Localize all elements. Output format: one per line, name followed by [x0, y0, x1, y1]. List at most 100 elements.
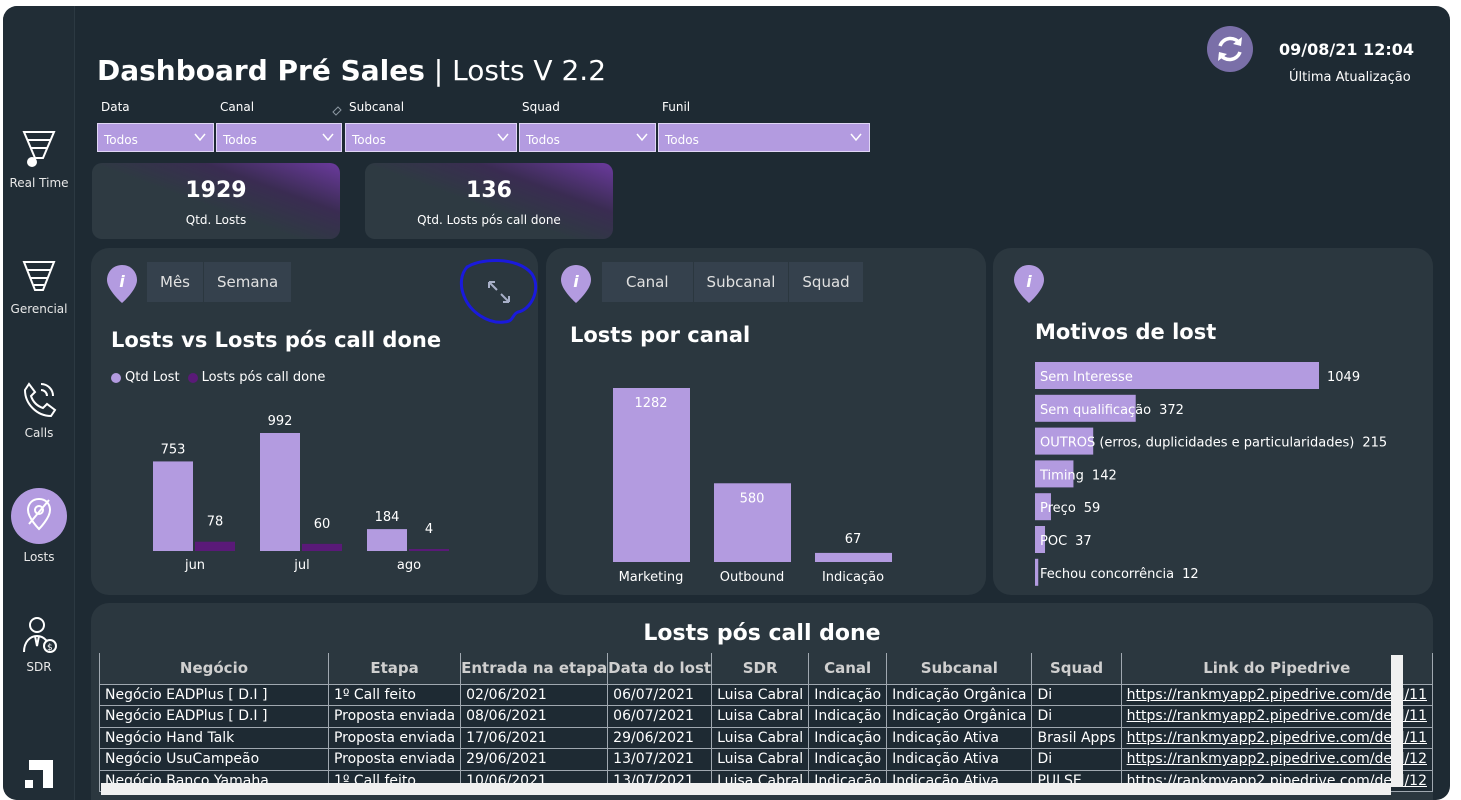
table-column-header[interactable]: Etapa [327, 653, 462, 685]
table-cell: Indicação Ativa [886, 748, 1033, 771]
tab-semana[interactable]: Semana [204, 262, 293, 302]
tick-label: jul [293, 558, 309, 573]
table-cell: Negócio EADPlus [ D.I ] [99, 705, 329, 728]
pipedrive-link[interactable]: https://rankmyapp2.pipedrive.com/deal/12 [1120, 748, 1434, 771]
kpi-value: 136 [466, 178, 512, 203]
vertical-scrollbar[interactable] [1391, 655, 1403, 787]
filter-data-dropdown[interactable]: Todos [97, 123, 214, 152]
filter-canal-dropdown[interactable]: Todos [216, 123, 342, 152]
sidebar-item-label: SDR [26, 660, 52, 674]
data-label: 78 [207, 515, 224, 530]
bar-motivo [1035, 362, 1319, 389]
table-column-header[interactable]: Data do lost [607, 653, 713, 685]
sdr-person-icon: $ [23, 617, 57, 653]
table-column-header[interactable]: Negócio [99, 653, 329, 685]
period-tabs: Mês Semana [147, 262, 293, 302]
table-cell: 06/07/2021 [607, 705, 713, 728]
data-label: 142 [1092, 468, 1117, 483]
panel-losts-table: Losts pós call done Negócio Etapa Entrada … [91, 603, 1434, 800]
panel-losts-por-canal: i Canal Subcanal Squad Losts por canal 1… [546, 248, 986, 595]
table-cell: Indicação Orgânica [886, 683, 1033, 706]
pipedrive-link[interactable]: https://rankmyapp2.pipedrive.com/deal/11 [1120, 683, 1434, 706]
kpi-label: Qtd. Losts [185, 213, 247, 227]
data-label: 12 [1182, 567, 1199, 582]
bar-after-call [195, 541, 235, 551]
tab-squad[interactable]: Squad [789, 262, 864, 302]
table-cell: Negócio UsuCampeão [99, 748, 329, 771]
table-row[interactable]: Negócio Hand Talk Proposta enviada 17/06/2… [99, 726, 1434, 749]
category-label: Timing [1039, 468, 1084, 483]
bar-motivo [1035, 460, 1074, 488]
table-cell: 1º Call feito [327, 683, 462, 706]
filter-funil-dropdown[interactable]: Todos [658, 123, 870, 152]
chevron-down-icon [636, 133, 648, 142]
category-label: Preço [1040, 501, 1076, 516]
data-label: 372 [1159, 403, 1184, 418]
filter-subcanal-dropdown[interactable]: Todos [345, 123, 517, 152]
table-column-header[interactable]: Squad [1031, 653, 1122, 685]
tab-mes[interactable]: Mês [147, 262, 204, 302]
pipedrive-link[interactable]: https://rankmyapp2.pipedrive.com/deal/11 [1120, 726, 1434, 749]
data-label: 992 [268, 414, 293, 429]
filter-label-canal: Canal [220, 100, 255, 114]
table-cell: Luisa Cabral [711, 748, 810, 771]
expand-icon[interactable] [485, 278, 513, 306]
sidebar-item-sdr[interactable]: $ SDR [3, 614, 75, 674]
page-title: Dashboard Pré Sales | Losts V 2.2 [97, 54, 606, 87]
tick-label: jun [184, 558, 205, 573]
table-cell: Indicação [808, 748, 888, 771]
data-label: 753 [161, 442, 186, 457]
table-header-row: Negócio Etapa Entrada na etapa Data do lost… [99, 653, 1434, 685]
bar-motivo [1035, 558, 1039, 586]
data-label: 37 [1075, 534, 1092, 549]
table-column-header[interactable]: Link do Pipedrive [1120, 653, 1434, 685]
horizontal-scrollbar[interactable] [101, 783, 1391, 795]
table-cell: Negócio Hand Talk [99, 726, 329, 749]
table-row[interactable]: Negócio UsuCampeão Proposta enviada 29/06/… [99, 748, 1434, 771]
eraser-icon[interactable] [331, 104, 343, 116]
company-logo [25, 760, 53, 788]
info-icon[interactable]: i [1013, 264, 1045, 304]
table-title: Losts pós call done [643, 621, 881, 646]
panel-title: Losts por canal [570, 323, 751, 347]
sidebar-item-label: Gerencial [10, 302, 68, 316]
table-cell: 29/06/2021 [607, 726, 713, 749]
sidebar-item-label: Real Time [9, 176, 69, 190]
kpi-card-losts: 1929 Qtd. Losts [92, 163, 340, 239]
pipedrive-link[interactable]: https://rankmyapp2.pipedrive.com/deal/11 [1120, 705, 1434, 728]
panel-losts-vs-after-call: i Mês Semana Losts vs Losts pós call don… [91, 248, 538, 595]
table-column-header[interactable]: Subcanal [886, 653, 1033, 685]
update-label: Última Atualização [1289, 70, 1411, 85]
title-bold: Dashboard Pré Sales [97, 54, 425, 87]
funnel-realtime-icon [22, 131, 56, 167]
legend-label: Qtd Lost [125, 370, 180, 385]
chart-legend: Qtd Lost Losts pós call done [111, 370, 325, 385]
tab-canal[interactable]: Canal [602, 262, 694, 302]
panel-title: Motivos de lost [1035, 320, 1217, 344]
tab-subcanal[interactable]: Subcanal [694, 262, 790, 302]
bar-after-call [409, 549, 449, 551]
filter-squad-dropdown[interactable]: Todos [519, 123, 656, 152]
info-icon[interactable]: i [560, 264, 592, 304]
sidebar-item-losts[interactable]: Losts [3, 488, 75, 564]
info-icon[interactable]: i [106, 264, 138, 304]
sidebar-item-gerencial[interactable]: Gerencial [3, 258, 75, 316]
table-row[interactable]: Negócio EADPlus [ D.I ] 1º Call feito 02/0… [99, 683, 1434, 706]
kpi-card-losts-after-call: 136 Qtd. Losts pós call done [365, 163, 613, 239]
table-column-header[interactable]: SDR [711, 653, 810, 685]
table-column-header[interactable]: Entrada na etapa [460, 653, 609, 685]
lost-location-icon [11, 488, 67, 544]
refresh-button[interactable] [1207, 26, 1253, 72]
table-row[interactable]: Negócio EADPlus [ D.I ] Proposta enviada 0… [99, 705, 1434, 728]
dashboard-app: Real Time Gerencial Calls [3, 6, 1450, 800]
dimension-tabs: Canal Subcanal Squad [602, 262, 864, 302]
bar-qtd-lost [260, 433, 300, 551]
table-cell: Luisa Cabral [711, 705, 810, 728]
filter-label-data: Data [101, 100, 130, 114]
sidebar-item-calls[interactable]: Calls [3, 378, 75, 440]
table-column-header[interactable]: Canal [808, 653, 888, 685]
category-label: POC [1040, 534, 1067, 549]
bar-motivo [1035, 526, 1046, 553]
table-cell: Proposta enviada [327, 705, 462, 728]
sidebar-item-real-time[interactable]: Real Time [3, 128, 75, 190]
